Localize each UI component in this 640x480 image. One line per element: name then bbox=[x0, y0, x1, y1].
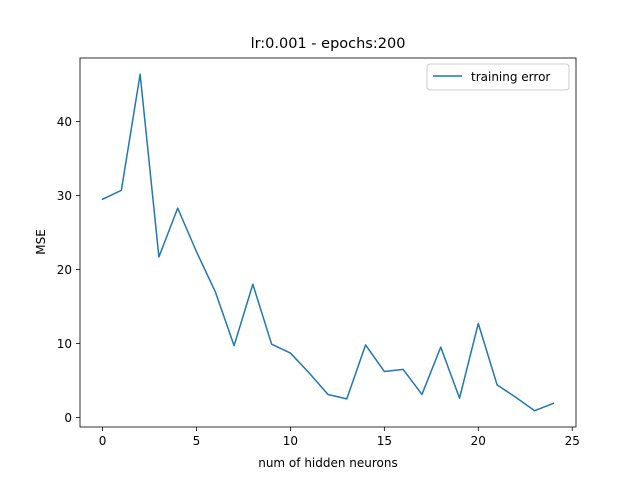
x-tick-label: 25 bbox=[565, 434, 580, 448]
x-tick-label: 5 bbox=[193, 434, 201, 448]
legend-label: training error bbox=[471, 70, 550, 84]
y-tick-label: 0 bbox=[64, 411, 72, 425]
legend: training error bbox=[426, 63, 570, 91]
x-axis-label: num of hidden neurons bbox=[258, 456, 398, 470]
y-tick-label: 40 bbox=[57, 115, 72, 129]
x-axis-ticks: 0 5 10 15 20 25 bbox=[99, 427, 580, 448]
legend-box bbox=[426, 63, 570, 91]
y-tick-label: 10 bbox=[57, 337, 72, 351]
series-line-training-error bbox=[101, 73, 555, 412]
x-tick-label: 0 bbox=[99, 434, 107, 448]
chart-title: lr:0.001 - epochs:200 bbox=[251, 36, 406, 52]
series-layer bbox=[101, 73, 555, 412]
plot-frame bbox=[79, 57, 577, 428]
x-tick-label: 20 bbox=[471, 434, 486, 448]
y-tick-label: 20 bbox=[57, 263, 72, 277]
y-axis-label: MSE bbox=[34, 229, 48, 255]
y-axis-ticks: 0 10 20 30 40 bbox=[57, 115, 80, 425]
x-tick-label: 10 bbox=[283, 434, 298, 448]
y-tick-label: 30 bbox=[57, 189, 72, 203]
x-tick-label: 15 bbox=[377, 434, 392, 448]
